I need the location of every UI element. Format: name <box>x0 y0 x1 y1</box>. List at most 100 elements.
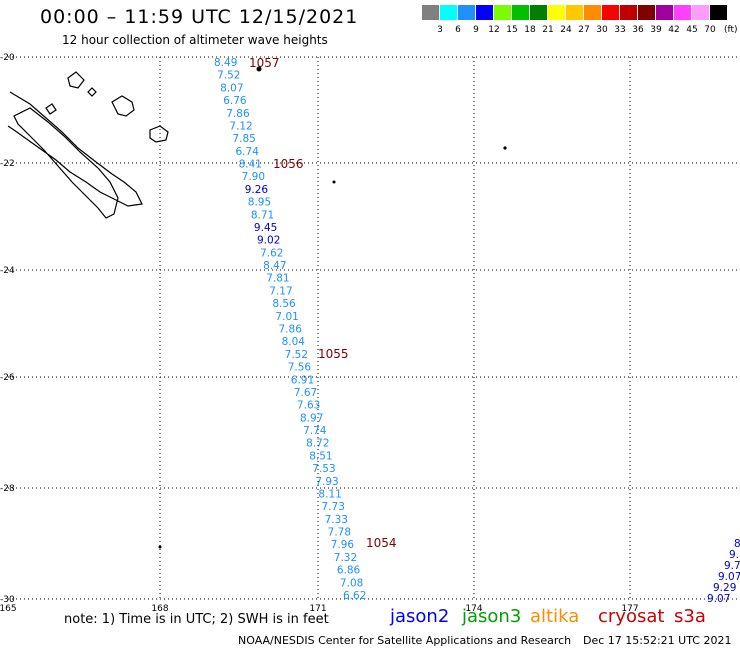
legend-label: 42 <box>668 25 680 35</box>
wave-height-value: 8.49 <box>214 57 237 69</box>
latitude-label: -30 <box>0 595 15 605</box>
generation-timestamp: Dec 17 15:52:21 UTC 2021 <box>583 634 732 647</box>
latitude-label: -24 <box>0 266 15 276</box>
satellite-label-altika: altika <box>530 606 580 627</box>
wave-height-value: 7.56 <box>288 362 312 374</box>
pass-time-labels: 1057 1056 1055 1054 <box>249 56 397 550</box>
chart-title: 00:00 – 11:59 UTC 12/15/2021 <box>40 6 359 28</box>
wave-height-value: 7.52 <box>217 70 240 82</box>
wave-height-value: 6.62 <box>343 590 366 602</box>
legend-label: 6 <box>455 25 461 35</box>
wave-height-value: 8.51 <box>309 450 332 462</box>
wave-height-value: 7.86 <box>226 108 250 120</box>
island-small <box>45 103 57 115</box>
wave-height-value: 7.85 <box>232 133 255 145</box>
credit-line: NOAA/NESDIS Center for Satellite Applica… <box>238 634 572 647</box>
satellite-label-jason2: jason2 <box>390 606 450 627</box>
legend-swatch <box>710 5 727 20</box>
legend-label: 33 <box>614 25 626 35</box>
pass-time-label: 1056 <box>273 157 304 171</box>
wave-height-value: 7.08 <box>340 577 363 589</box>
wave-height-value: 8.41 <box>239 159 262 171</box>
wave-height-value: 7.52 <box>285 349 308 361</box>
latitude-labels: -20 -22 -24 -26 -28 -30 <box>0 53 15 605</box>
legend-label: 45 <box>686 25 698 35</box>
legend-label: 30 <box>596 25 608 35</box>
wave-height-value: 8.07 <box>220 82 243 94</box>
latitude-label: -28 <box>0 484 15 494</box>
legend-label: 21 <box>542 25 554 35</box>
wave-height-value: 7.32 <box>334 552 357 564</box>
legend-swatch <box>638 5 655 20</box>
legend-swatch <box>530 5 547 20</box>
legend-label: 18 <box>524 25 536 35</box>
wave-height-value: 8.95 <box>248 197 271 209</box>
wave-height-value: 7.78 <box>328 527 351 539</box>
legend-label: 9 <box>473 25 479 35</box>
edge-wave-height-value: 9. <box>729 549 739 561</box>
coastline <box>7 71 169 219</box>
legend-label: 12 <box>488 25 500 35</box>
legend-label: 70 <box>704 25 716 35</box>
wave-height-value: 6.91 <box>291 374 314 386</box>
wave-height-value: 7.53 <box>312 463 335 475</box>
longitude-label: 171 <box>309 604 326 614</box>
graticule <box>8 56 740 600</box>
wave-height-value: 8.71 <box>251 209 274 221</box>
legend-swatch <box>512 5 529 20</box>
wave-height-value: 7.62 <box>260 247 283 259</box>
legend-label: 39 <box>650 25 662 35</box>
wave-height-value: 6.76 <box>223 95 247 107</box>
longitude-label: 174 <box>465 604 482 614</box>
satellite-label-s3a: s3a <box>674 606 706 627</box>
island-dot <box>256 66 262 72</box>
chart-subtitle: 12 hour collection of altimeter wave hei… <box>62 33 328 47</box>
small-islands <box>158 66 507 549</box>
edge-wave-height-value: 8 <box>734 538 740 550</box>
wave-height-value: 8.97 <box>300 412 323 424</box>
satellite-label-jason3: jason3 <box>462 606 522 627</box>
wave-height-value: 9.02 <box>257 235 280 247</box>
legend-swatch <box>476 5 493 20</box>
longitude-label: 177 <box>621 604 638 614</box>
wave-height-value: 9.45 <box>254 222 277 234</box>
wave-height-value: 7.96 <box>331 539 355 551</box>
legend-label: 27 <box>578 25 590 35</box>
wave-height-value: 7.74 <box>303 425 327 437</box>
legend-unit: (ft) <box>724 25 738 35</box>
legend-swatch <box>620 5 637 20</box>
altimeter-track: 8.497.528.076.767.867.127.856.748.417.90… <box>214 57 366 602</box>
wave-height-value: 9.26 <box>245 184 269 196</box>
island-ouvea <box>111 95 135 117</box>
latitude-label: -22 <box>0 159 15 169</box>
island-small-2 <box>87 87 97 97</box>
wave-height-value: 7.90 <box>242 171 265 183</box>
legend-label: 24 <box>560 25 572 35</box>
wave-height-value: 7.86 <box>279 324 303 336</box>
wave-height-value: 8.72 <box>306 438 329 450</box>
island-dot <box>332 180 336 184</box>
legend-label: 36 <box>632 25 644 35</box>
wave-height-value: 6.74 <box>236 146 260 158</box>
longitude-labels: 165 168 171 174 177 <box>0 604 639 614</box>
pass-time-label: 1057 <box>249 56 280 70</box>
edge-wave-height-value: 9.07 <box>707 593 730 605</box>
wave-height-value: 7.93 <box>315 476 338 488</box>
wave-height-value: 7.73 <box>322 501 345 513</box>
footnote: note: 1) Time is in UTC; 2) SWH is in fe… <box>64 612 329 627</box>
legend-swatch <box>602 5 619 20</box>
wave-height-value: 7.67 <box>294 387 317 399</box>
legend-swatch <box>422 5 439 20</box>
island-dot <box>503 146 507 150</box>
wave-height-value: 7.63 <box>297 400 320 412</box>
legend-swatch <box>458 5 475 20</box>
legend-swatch <box>440 5 457 20</box>
legend-swatch <box>548 5 565 20</box>
wave-height-value: 8.47 <box>263 260 286 272</box>
legend-swatch <box>584 5 601 20</box>
legend-swatch <box>566 5 583 20</box>
legend-label: 15 <box>506 25 518 35</box>
edge-wave-height-value: 9.29 <box>713 582 736 594</box>
latitude-label: -20 <box>0 53 15 63</box>
